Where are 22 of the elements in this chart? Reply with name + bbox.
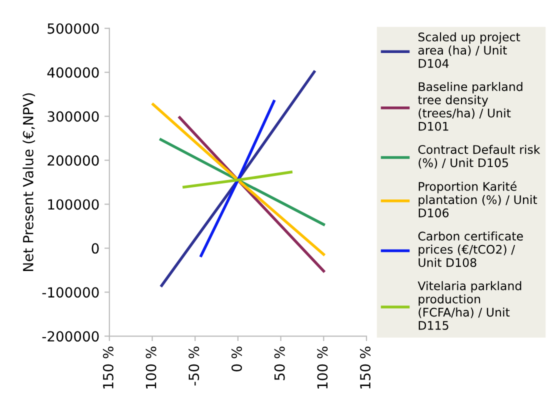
x-tick-label: 100 %	[317, 346, 328, 388]
y-tick-label: 400000	[47, 67, 99, 78]
legend-label: Carbon certificate prices (€/tCO2) / Unit D108	[418, 231, 523, 268]
legend-label: Scaled up project area (ha) / Unit D104	[418, 32, 520, 68]
y-axis-title: Net Present Value (€,NPV)	[22, 93, 36, 271]
x-tick-label: -50 %	[188, 346, 200, 386]
y-tick-label: 300000	[48, 111, 99, 122]
x-tick-label: 150 %	[102, 346, 114, 388]
y-tick-label: 500000	[48, 23, 99, 34]
x-tick-label: 100 %	[146, 346, 156, 388]
x-tick-label: 0 %	[231, 346, 242, 372]
legend-label: Baseline parkland tree density (trees/ha) / Unit D101	[418, 82, 522, 131]
legend-label: Contract Default risk (%) / Unit D105	[418, 144, 540, 169]
y-tick-label: 0	[92, 243, 99, 254]
y-tick-label: 100000	[48, 199, 99, 210]
y-tick-label: 200000	[48, 155, 99, 166]
y-tick-label: -200000	[42, 331, 99, 342]
y-tick-label: -100000	[42, 287, 99, 298]
x-tick-label: 150 %	[360, 346, 371, 388]
legend-label: Proportion Karité plantation (%) / Unit D106	[418, 181, 538, 218]
x-tick-label: 50 %	[274, 346, 285, 380]
legend-label: Vitelaria parkland production (FCFA/ha) / Unit D115	[418, 281, 522, 330]
